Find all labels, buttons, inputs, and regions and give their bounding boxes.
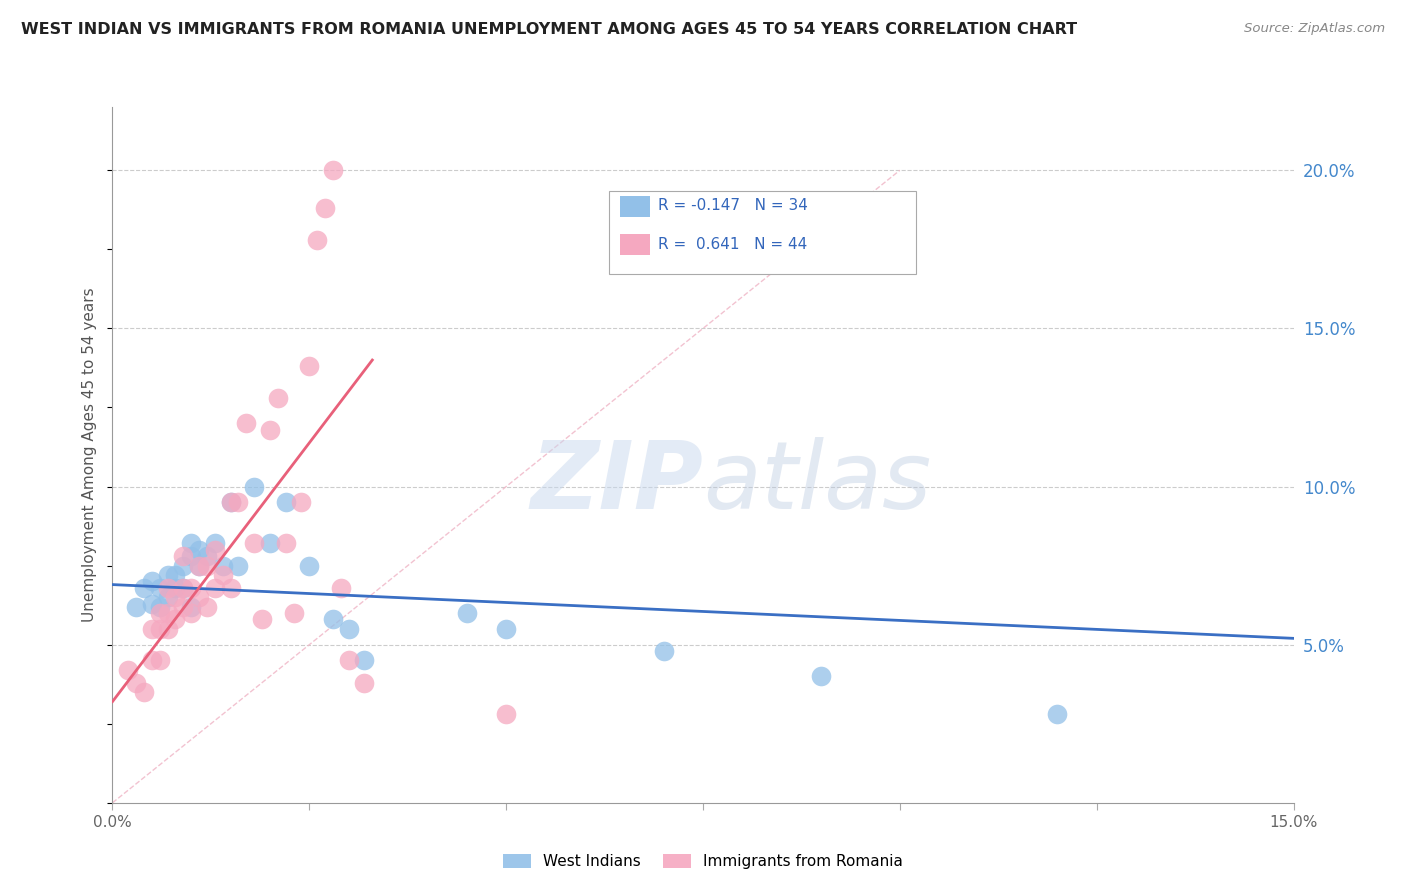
Point <box>172 581 194 595</box>
Point <box>353 653 375 667</box>
Point <box>204 536 226 550</box>
FancyBboxPatch shape <box>620 234 650 254</box>
Point <box>228 558 250 573</box>
Point <box>195 558 218 573</box>
Point <box>211 568 233 582</box>
Point <box>188 542 211 557</box>
FancyBboxPatch shape <box>620 196 650 217</box>
Point <box>652 644 675 658</box>
Point <box>180 581 202 595</box>
Point <box>172 549 194 563</box>
Point <box>337 653 360 667</box>
Point <box>283 606 305 620</box>
Point <box>156 606 179 620</box>
Point <box>298 359 321 374</box>
Point <box>180 536 202 550</box>
Text: Source: ZipAtlas.com: Source: ZipAtlas.com <box>1244 22 1385 36</box>
Point <box>149 606 172 620</box>
Point <box>228 495 250 509</box>
Point <box>259 423 281 437</box>
Point <box>188 558 211 573</box>
Point <box>156 591 179 605</box>
Point <box>156 622 179 636</box>
Point <box>132 685 155 699</box>
Point <box>322 163 344 178</box>
Point <box>290 495 312 509</box>
Y-axis label: Unemployment Among Ages 45 to 54 years: Unemployment Among Ages 45 to 54 years <box>82 287 97 623</box>
Text: atlas: atlas <box>703 437 931 528</box>
Point <box>243 479 266 493</box>
Point <box>274 495 297 509</box>
Point <box>125 675 148 690</box>
Point <box>125 599 148 614</box>
Point <box>180 606 202 620</box>
Text: WEST INDIAN VS IMMIGRANTS FROM ROMANIA UNEMPLOYMENT AMONG AGES 45 TO 54 YEARS CO: WEST INDIAN VS IMMIGRANTS FROM ROMANIA U… <box>21 22 1077 37</box>
Point <box>165 612 187 626</box>
Point <box>810 669 832 683</box>
Point <box>235 417 257 431</box>
Point <box>117 663 139 677</box>
Point <box>172 581 194 595</box>
Point <box>156 581 179 595</box>
Point <box>188 558 211 573</box>
Point <box>149 581 172 595</box>
Point <box>172 558 194 573</box>
Point <box>456 606 478 620</box>
Point <box>204 581 226 595</box>
Point <box>180 599 202 614</box>
Point <box>495 707 517 722</box>
Point <box>188 591 211 605</box>
Legend: West Indians, Immigrants from Romania: West Indians, Immigrants from Romania <box>496 848 910 875</box>
Point <box>1046 707 1069 722</box>
Point <box>337 622 360 636</box>
Point <box>172 599 194 614</box>
Point <box>219 581 242 595</box>
Point <box>314 201 336 215</box>
Text: ZIP: ZIP <box>530 437 703 529</box>
FancyBboxPatch shape <box>609 191 915 274</box>
Point <box>156 568 179 582</box>
Point <box>149 622 172 636</box>
Point <box>204 542 226 557</box>
Point <box>219 495 242 509</box>
Point <box>211 558 233 573</box>
Point <box>322 612 344 626</box>
Point <box>149 599 172 614</box>
Point <box>329 581 352 595</box>
Point <box>259 536 281 550</box>
Point <box>307 233 329 247</box>
Point <box>165 568 187 582</box>
Point <box>353 675 375 690</box>
Point <box>141 597 163 611</box>
Point <box>132 581 155 595</box>
Point <box>180 549 202 563</box>
Text: R =  0.641   N = 44: R = 0.641 N = 44 <box>658 236 807 252</box>
Point <box>165 591 187 605</box>
Point <box>141 622 163 636</box>
Point <box>298 558 321 573</box>
Point <box>165 581 187 595</box>
Text: R = -0.147   N = 34: R = -0.147 N = 34 <box>658 198 808 213</box>
Point <box>195 599 218 614</box>
Point <box>250 612 273 626</box>
Point <box>219 495 242 509</box>
Point <box>274 536 297 550</box>
Point <box>267 391 290 405</box>
Point <box>243 536 266 550</box>
Point <box>495 622 517 636</box>
Point <box>195 549 218 563</box>
Point <box>141 653 163 667</box>
Point <box>149 653 172 667</box>
Point <box>141 574 163 589</box>
